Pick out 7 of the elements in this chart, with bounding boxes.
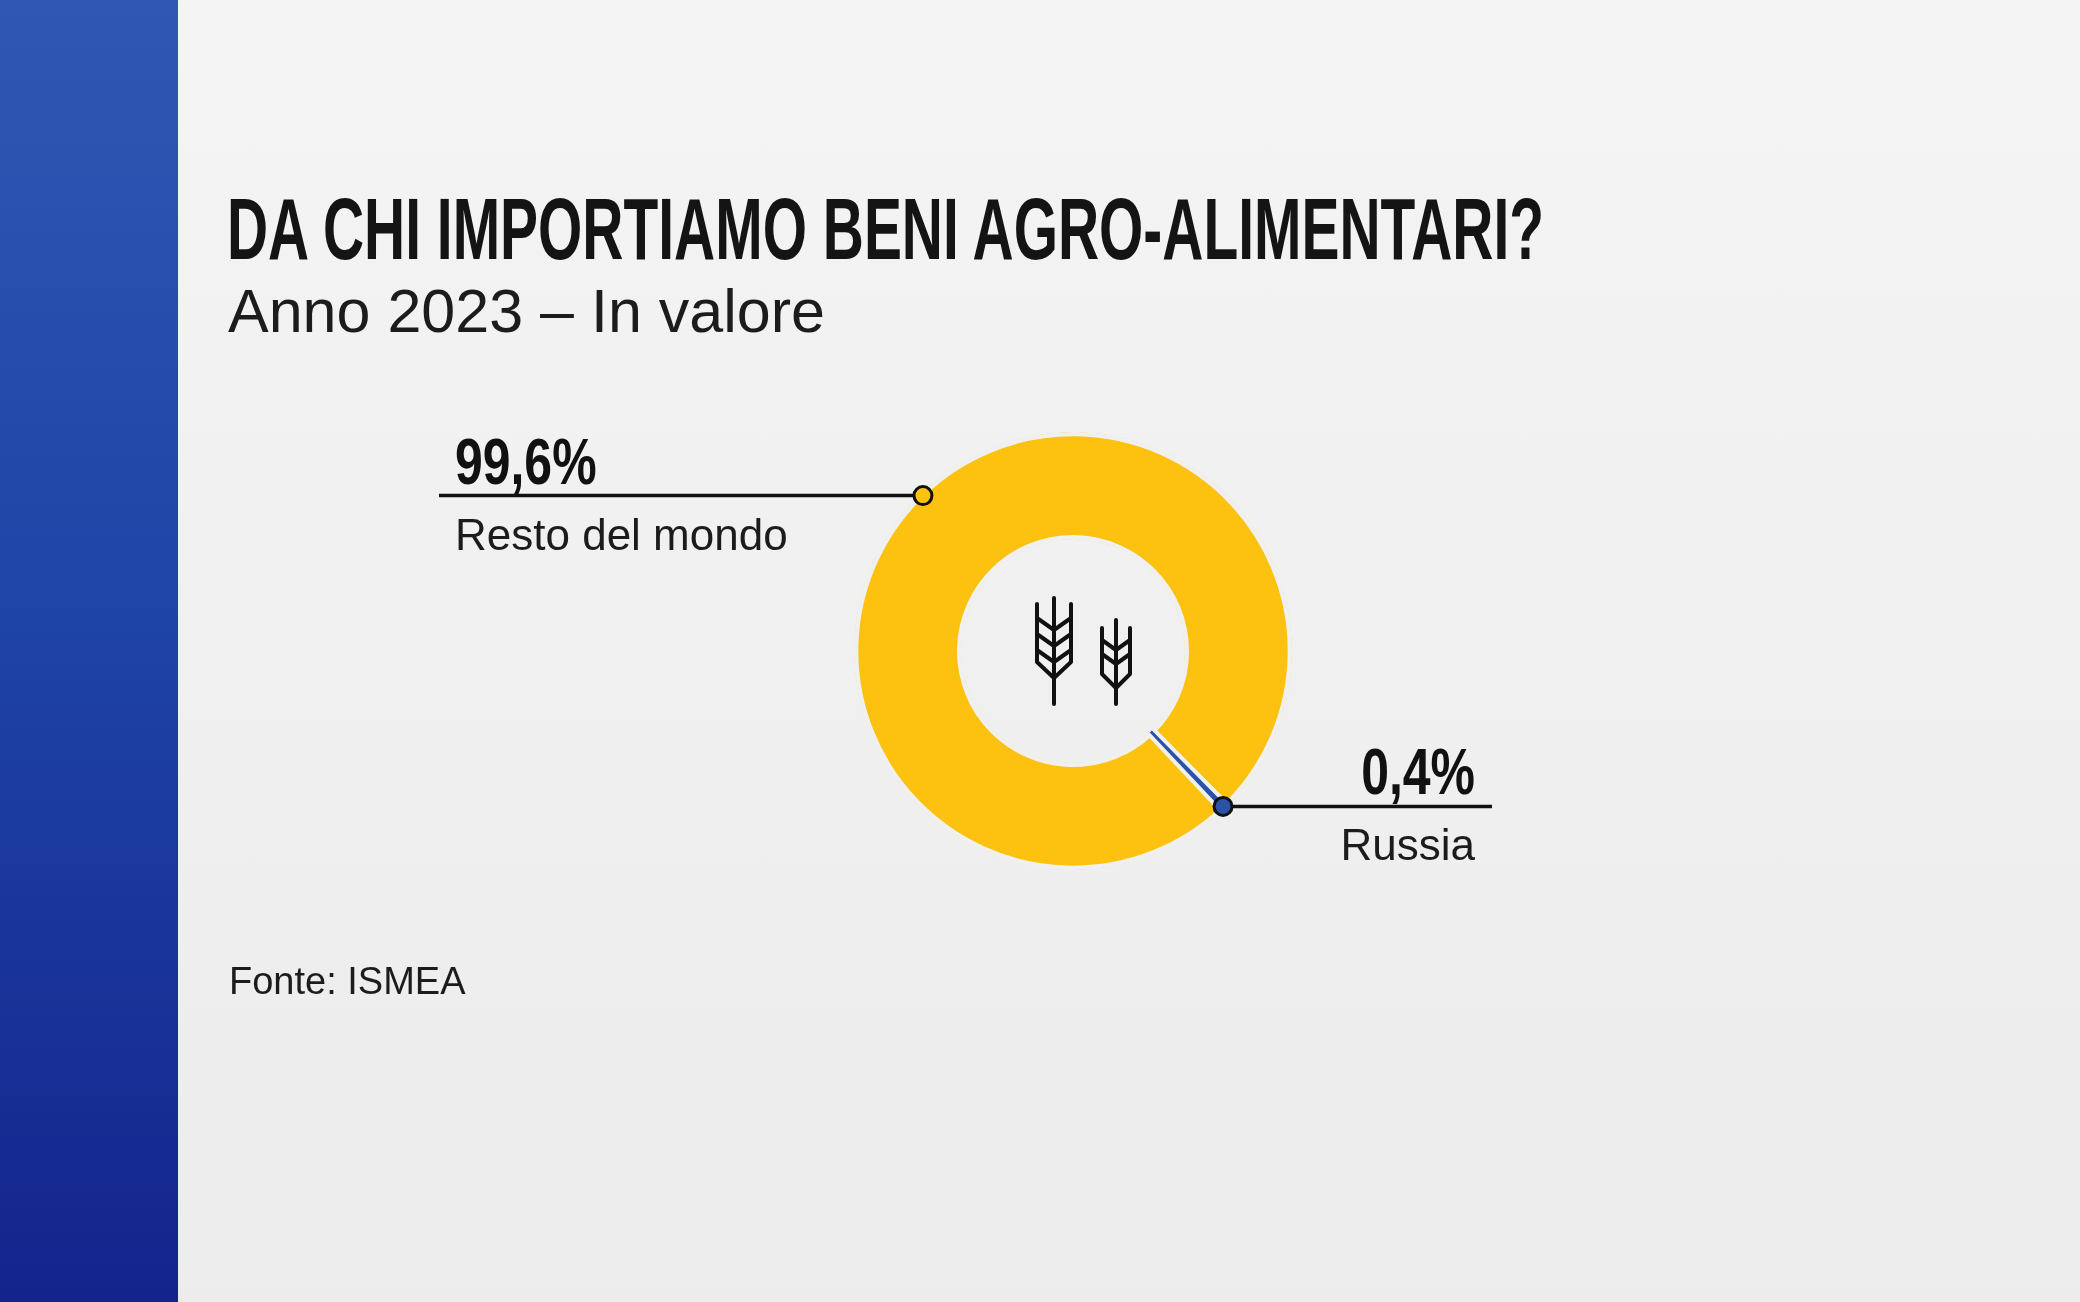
data-label: 0,4% xyxy=(1361,736,1475,808)
data-label: 99,6% xyxy=(455,425,597,497)
slice-label: Resto del mondo xyxy=(455,509,788,559)
chart-subtitle: Anno 2023 – In valore xyxy=(228,277,825,345)
chart-title: DA CHI IMPORTIAMO BENI AGRO-ALIMENTARI? xyxy=(227,180,1544,277)
slice-label: Russia xyxy=(1340,820,1476,870)
source-note: Fonte: ISMEA xyxy=(229,960,466,1002)
